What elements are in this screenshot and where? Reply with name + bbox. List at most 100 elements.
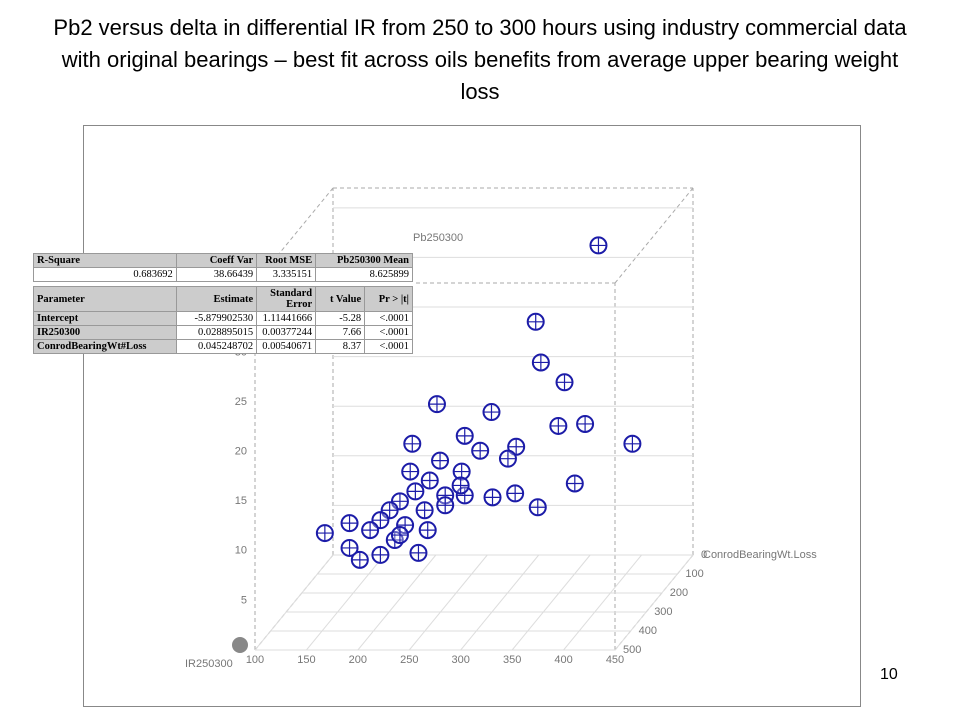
z-tick-label: 10: [235, 545, 247, 557]
point: [555, 373, 574, 392]
point: [576, 414, 595, 433]
grid-line: [254, 554, 334, 651]
param-cell: -5.28: [315, 311, 366, 326]
x-tick-label: 350: [503, 654, 521, 666]
point: [418, 521, 437, 540]
param-cell: <.0001: [364, 325, 413, 340]
param-cell: 1.11441666: [256, 311, 317, 326]
slide-title: Pb2 versus delta in differential IR from…: [53, 15, 907, 104]
point: [498, 449, 517, 468]
param-cell: 7.66: [315, 325, 366, 340]
point: [396, 516, 415, 535]
point: [452, 462, 471, 481]
point: [506, 484, 525, 503]
point: [526, 312, 545, 331]
z-axis-label: Pb250300: [413, 232, 463, 244]
box-edge: [614, 187, 694, 284]
plot-frame: [83, 125, 861, 707]
fit-value-cell: 0.683692: [33, 267, 177, 282]
param-header-cell: Parameter: [33, 286, 177, 312]
grid-line: [460, 554, 540, 651]
param-header-cell: Estimate: [175, 286, 258, 312]
param-header-cell: Pr > |t|: [364, 286, 413, 312]
param-row: ConrodBearingWt#Loss 0.045248702 0.0054067…: [33, 339, 413, 354]
fit-value-cell: 8.625899: [315, 267, 413, 282]
point: [483, 488, 502, 507]
param-cell: <.0001: [364, 311, 413, 326]
x-tick-label: 400: [554, 654, 572, 666]
point: [371, 511, 390, 530]
x-axis-label: IR250300: [185, 658, 233, 670]
param-cell: 0.028895015: [175, 325, 258, 340]
fit-header-cell: Root MSE: [256, 253, 317, 268]
point: [482, 403, 501, 422]
x-tick-label: 200: [349, 654, 367, 666]
point: [623, 434, 642, 453]
y-tick-label: 200: [670, 587, 688, 599]
point: [350, 550, 369, 569]
point: [420, 471, 439, 490]
point: [390, 526, 409, 545]
param-cell: 8.37: [315, 339, 366, 354]
x-tick-label: 450: [606, 654, 624, 666]
stats-table: R-Square Coeff Var Root MSE Pb250300 Mean 0…: [33, 253, 413, 354]
fit-header: R-Square Coeff Var Root MSE Pb250300 Mean: [33, 253, 413, 268]
param-cell: 0.00377244: [256, 325, 317, 340]
grid-line: [614, 554, 694, 651]
point: [401, 462, 420, 481]
x-tick-label: 150: [297, 654, 315, 666]
origin-marker: [232, 637, 248, 653]
param-header: Parameter Estimate Standard Error t Value Pr…: [33, 286, 413, 312]
y-tick-label: 0: [701, 549, 707, 561]
point: [315, 524, 334, 543]
point: [471, 441, 490, 460]
x-tick-label: 250: [400, 654, 418, 666]
fit-header-cell: Pb250300 Mean: [315, 253, 413, 268]
x-tick-label: 100: [246, 654, 264, 666]
y-tick-label: 300: [654, 606, 672, 618]
page-number: 10: [880, 666, 898, 683]
y-axis-label: ConrodBearingWt.Loss: [703, 549, 817, 561]
point: [340, 538, 359, 557]
point: [436, 496, 455, 515]
point: [427, 395, 446, 414]
z-tick-label: 20: [235, 446, 247, 458]
y-tick-label: 400: [639, 625, 657, 637]
point: [549, 416, 568, 435]
param-row: Intercept -5.879902530 1.11441666 -5.28 <.00…: [33, 311, 413, 326]
point: [451, 476, 470, 495]
y-tick-label: 100: [685, 568, 703, 580]
point: [340, 514, 359, 533]
point: [431, 451, 450, 470]
param-cell: 0.00540671: [256, 339, 317, 354]
point: [403, 434, 422, 453]
z-tick-label: 5: [241, 594, 247, 606]
param-cell: -5.879902530: [175, 311, 258, 326]
point: [565, 474, 584, 493]
grid-line: [306, 554, 385, 651]
fit-value-cell: 38.66439: [175, 267, 258, 282]
fit-header-cell: Coeff Var: [175, 253, 258, 268]
point: [589, 236, 608, 255]
param-cell: <.0001: [364, 339, 413, 354]
grid-line: [408, 554, 488, 651]
fit-value-cell: 3.335151: [256, 267, 317, 282]
z-tick-label: 25: [235, 396, 247, 408]
param-row: IR250300 0.028895015 0.00377244 7.66 <.0001: [33, 325, 413, 340]
grid-line: [563, 554, 642, 651]
param-cell: Intercept: [33, 311, 177, 326]
z-tick-label: 15: [235, 495, 247, 507]
point: [455, 426, 474, 445]
param-cell: ConrodBearingWt#Loss: [33, 339, 177, 354]
param-cell: IR250300: [33, 325, 177, 340]
fit-values: 0.683692 38.66439 3.335151 8.625899: [33, 267, 413, 282]
x-tick-label: 300: [452, 654, 470, 666]
grid-line: [357, 554, 437, 651]
fit-header-cell: R-Square: [33, 253, 177, 268]
point: [371, 545, 390, 564]
point: [415, 501, 434, 520]
point: [361, 521, 380, 540]
point: [409, 543, 428, 562]
